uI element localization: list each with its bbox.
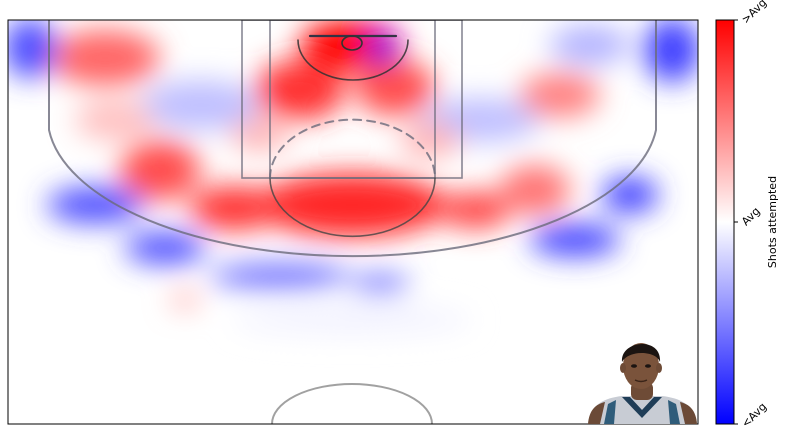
heat-zone-right-corner-three (644, 20, 698, 82)
heat-background-blob (75, 100, 155, 140)
heat-background-blob (550, 25, 630, 65)
center-circle (271, 383, 433, 424)
heat-zone-top-of-key-three (350, 275, 410, 293)
colorbar-label: Shots attempted (766, 176, 779, 268)
three-point-line (48, 20, 657, 258)
court-lines (48, 20, 657, 424)
restricted-arc (297, 39, 409, 81)
heat-zone-right-wing-three (530, 224, 620, 256)
paint-inner (269, 20, 436, 179)
heat-zone-right-mid-range (500, 165, 570, 215)
plot-frame (7, 19, 699, 425)
colorbar-gradient (715, 19, 735, 425)
heat-zone-right-elbow (440, 192, 510, 228)
colorbar-tick-label-low: <Avg (739, 400, 769, 430)
heat-background-blob (140, 80, 260, 130)
heat-zone-left-mid-range (120, 140, 200, 200)
colorbar: >Avg Avg <Avg Shots attempted (715, 0, 779, 430)
heat-zone-left-corner-three (8, 20, 56, 78)
heat-zone-right-baseline-mid (520, 73, 600, 117)
colorbar-tick-label-avg: Avg (739, 205, 763, 229)
heat-background-blob (232, 306, 472, 334)
heat-zone-paint-right (355, 60, 435, 116)
heat-background-blob (400, 122, 460, 158)
heat-zone-free-throw-line (257, 173, 447, 237)
heat-zone-left-baseline-mid (50, 30, 160, 86)
free-throw-circle-upper (269, 118, 436, 179)
heat-zone-right-wing-three (602, 177, 658, 213)
heatmap-layer (8, 20, 698, 334)
heat-zone-left-wing-three (47, 187, 143, 223)
free-throw-circle-lower (269, 177, 436, 238)
heat-background-blob (171, 292, 199, 308)
heat-background-blob (230, 119, 290, 151)
rim (341, 35, 363, 51)
player-headshot (588, 343, 697, 424)
heat-zone-top-of-key-three (210, 264, 350, 288)
heat-zone-paint-near-rim-right (370, 32, 394, 64)
colorbar-tick-label-high: >Avg (739, 0, 769, 26)
heat-zone-left-wing-three (125, 232, 205, 264)
heat-zone-left-elbow (190, 186, 280, 230)
heat-zone-paint-left (255, 60, 345, 120)
